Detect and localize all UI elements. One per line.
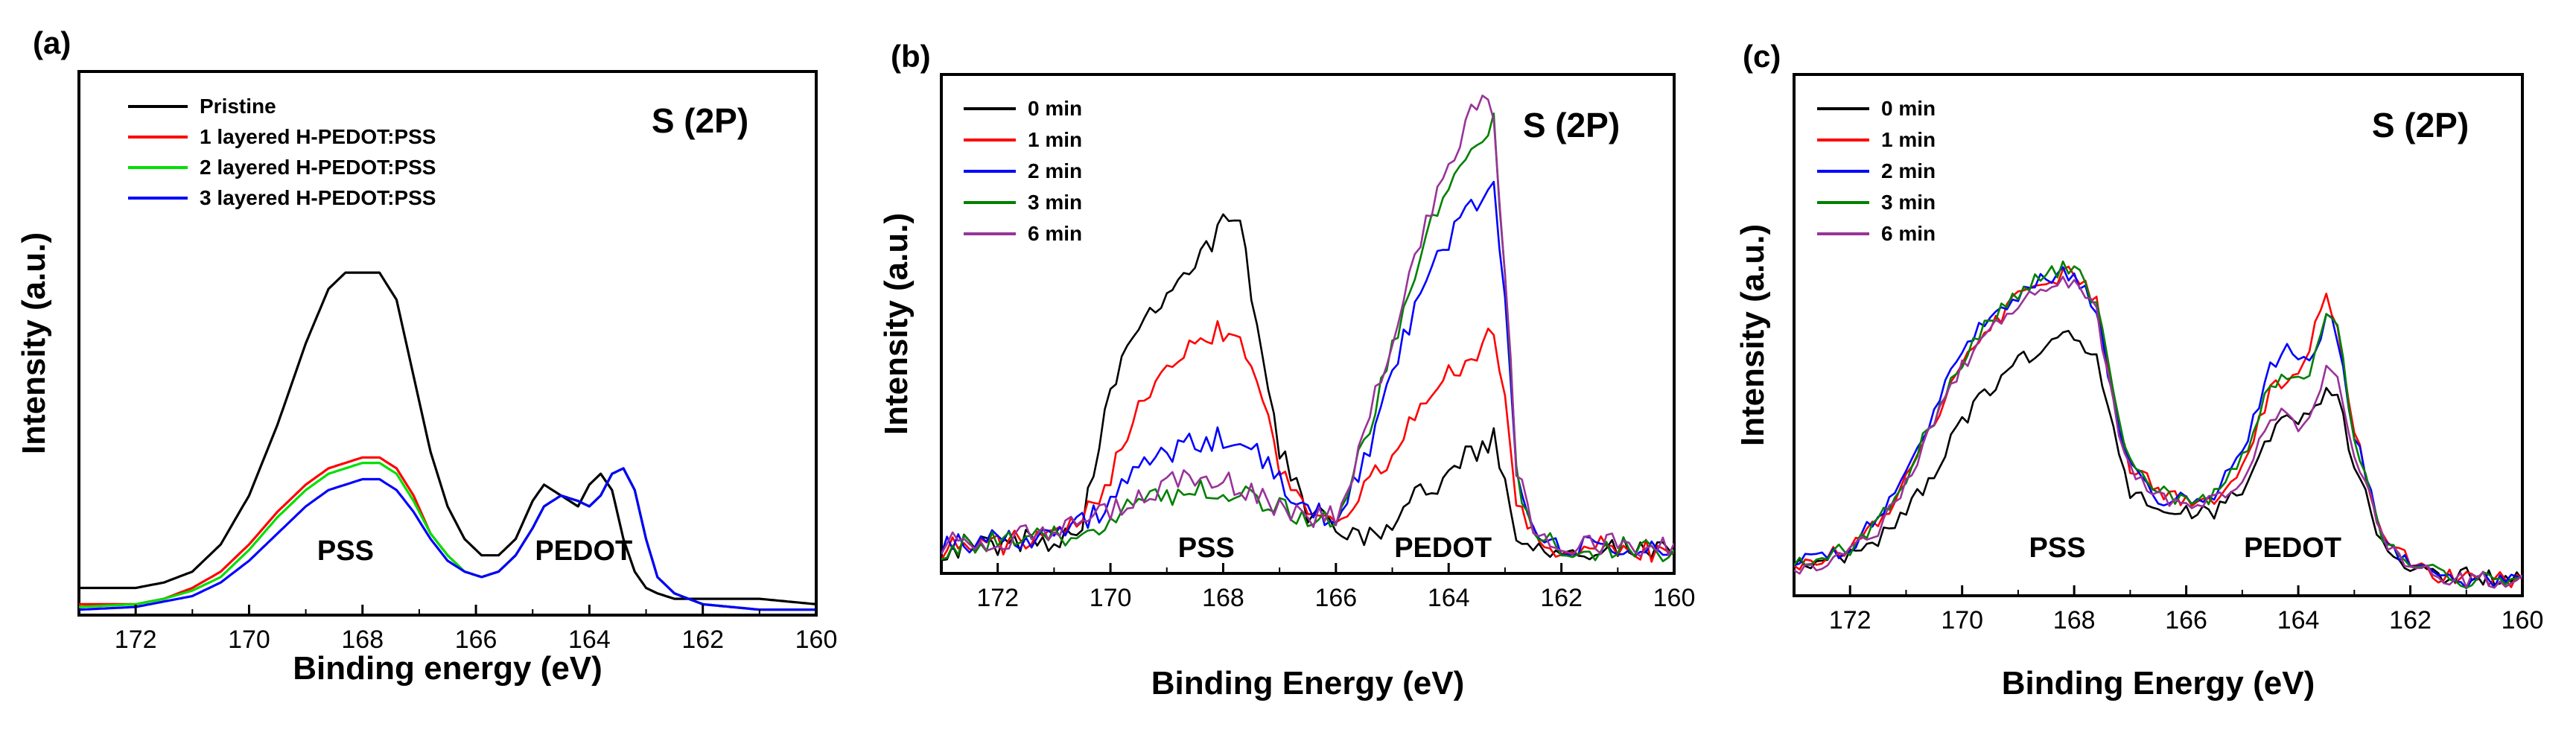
x-axis-label: Binding Energy (eV) (2002, 665, 2315, 701)
legend-entry: Pristine (200, 95, 276, 118)
x-tick-label: 172 (115, 626, 157, 654)
x-axis-label: Binding Energy (eV) (1151, 665, 1464, 701)
x-tick-label: 160 (2502, 606, 2544, 634)
x-axis-label: Binding energy (eV) (293, 650, 602, 687)
x-tick-label: 160 (1653, 584, 1696, 612)
plot-frame (940, 73, 1676, 575)
y-axis-label: Intensity (a.u.) (16, 232, 52, 454)
legend-entry: 1 min (1881, 128, 1936, 151)
legend-entry: 2 layered H-PEDOT:PSS (200, 156, 436, 179)
peak-annotation: PEDOT (1394, 532, 1492, 564)
plot-frame (1793, 73, 2524, 597)
element-label: S (2P) (2372, 106, 2469, 144)
panel-c: (c) 172 170 168 166 164 162 160 Binding Energy (… (1734, 39, 2543, 701)
series-line-3-min (1794, 260, 2522, 589)
x-tick-label: 168 (1202, 584, 1244, 612)
series-line-3-min (941, 112, 1674, 562)
x-tick-label: 166 (2165, 606, 2207, 634)
x-tick-label: 172 (976, 584, 1019, 612)
series-line-1-layered-h-pedot-pss (79, 456, 816, 611)
legend: 0 min 1 min 2 min 3 min 6 min (1817, 97, 1936, 245)
peak-annotation: PEDOT (535, 535, 632, 567)
legend-entry: 3 min (1028, 191, 1082, 214)
series-line-2-layered-h-pedot-pss (79, 461, 816, 611)
series-line-2-min (1794, 266, 2522, 590)
x-tick-label: 170 (1941, 606, 1983, 634)
series-line-6-min (1794, 276, 2522, 589)
peak-annotation: PSS (2029, 532, 2086, 564)
x-tick-label: 168 (341, 626, 384, 654)
legend-entry: 1 min (1028, 128, 1082, 151)
x-tick-label: 170 (1090, 584, 1132, 612)
legend-entry: 2 min (1881, 159, 1936, 182)
legend-entry: 1 layered H-PEDOT:PSS (200, 125, 436, 148)
peak-annotation: PSS (1178, 532, 1235, 564)
legend-entry: 2 min (1028, 159, 1082, 182)
legend: 0 min 1 min 2 min 3 min 6 min (964, 97, 1082, 245)
plot-frame (77, 70, 818, 617)
x-tick-label: 162 (681, 626, 724, 654)
legend-entry: 3 layered H-PEDOT:PSS (200, 186, 436, 209)
panel-a: (a) 172 170 168 166 164 162 160 Binding energy (… (16, 25, 837, 687)
panel-b: (b) 172 170 168 166 164 162 160 Binding Energy (… (878, 39, 1695, 701)
x-tick-label: 168 (2053, 606, 2096, 634)
legend-entry: 3 min (1881, 191, 1936, 214)
series-line-6-min (941, 95, 1674, 558)
series-line-pristine (79, 271, 816, 605)
x-tick-label: 160 (795, 626, 838, 654)
y-axis-label: Intensity (a.u.) (1734, 224, 1771, 446)
element-label: S (2P) (1523, 106, 1620, 144)
legend-entry: 0 min (1881, 97, 1936, 120)
legend-entry: 6 min (1881, 222, 1936, 245)
panel-label: (b) (891, 39, 931, 74)
x-tick-label: 166 (1314, 584, 1357, 612)
y-axis-label: Intensity (a.u.) (878, 213, 915, 435)
legend: Pristine 1 layered H-PEDOT:PSS 2 layered H… (128, 95, 436, 209)
x-tick-label: 164 (1428, 584, 1470, 612)
x-tick-label: 172 (1829, 606, 1871, 634)
element-label: S (2P) (652, 101, 748, 140)
series-line-0-min (1794, 329, 2522, 586)
series-line-0-min (941, 213, 1674, 561)
legend-entry: 6 min (1028, 222, 1082, 245)
panel-label: (a) (33, 25, 71, 60)
x-tick-label: 162 (1540, 584, 1583, 612)
peak-annotation: PEDOT (2244, 532, 2341, 564)
x-tick-label: 166 (455, 626, 497, 654)
x-tick-label: 170 (228, 626, 270, 654)
series-line-3-layered-h-pedot-pss (79, 467, 816, 611)
x-tick-label: 164 (2277, 606, 2320, 634)
x-tick-label: 164 (568, 626, 611, 654)
legend-entry: 0 min (1028, 97, 1082, 120)
peak-annotation: PSS (317, 535, 374, 567)
panel-label: (c) (1743, 39, 1781, 74)
x-tick-label: 162 (2389, 606, 2432, 634)
series-line-1-min (1794, 265, 2522, 588)
